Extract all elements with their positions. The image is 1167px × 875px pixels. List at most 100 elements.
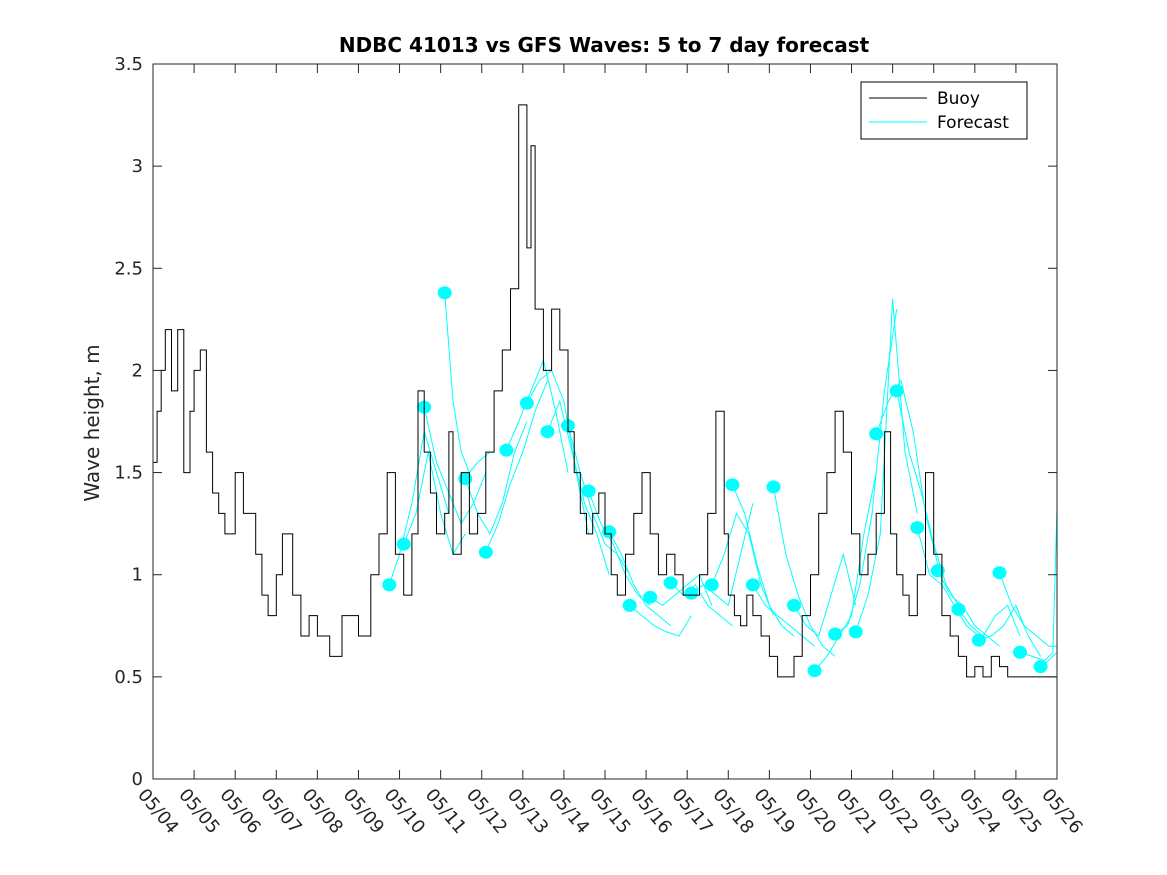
forecast-start-marker bbox=[643, 590, 658, 604]
forecast-start-marker bbox=[889, 384, 904, 398]
forecast-start-marker bbox=[684, 586, 699, 600]
forecast-start-marker bbox=[971, 633, 986, 647]
forecast-start-marker bbox=[848, 625, 863, 639]
forecast-start-marker bbox=[581, 484, 596, 498]
x-tick-label: 05/25 bbox=[996, 785, 1045, 838]
forecast-start-marker bbox=[478, 545, 493, 559]
forecast-run-line bbox=[731, 484, 795, 637]
forecast-run-line bbox=[629, 605, 692, 637]
forecast-start-marker bbox=[930, 564, 945, 578]
forecast-run-line bbox=[691, 503, 754, 607]
x-tick-label: 05/06 bbox=[215, 785, 264, 838]
forecast-run-line bbox=[999, 572, 1057, 647]
x-tick-label: 05/13 bbox=[503, 785, 552, 838]
y-tick-label: 3.5 bbox=[114, 54, 143, 75]
forecast-run-line bbox=[403, 452, 466, 556]
forecast-start-marker bbox=[869, 427, 884, 441]
forecast-run-line bbox=[834, 309, 898, 635]
forecast-start-marker bbox=[1013, 645, 1027, 659]
x-tick-label: 05/15 bbox=[585, 785, 634, 838]
forecast-start-marker bbox=[951, 602, 966, 616]
forecast-run-line bbox=[958, 604, 1021, 637]
x-tick-label: 05/20 bbox=[791, 785, 840, 838]
forecast-start-marker bbox=[602, 525, 617, 539]
series-layer bbox=[153, 104, 1057, 678]
forecast-run-line bbox=[711, 512, 774, 616]
x-tick-label: 05/16 bbox=[626, 785, 675, 838]
forecast-run-line bbox=[937, 570, 1000, 647]
forecast-run-line bbox=[588, 490, 651, 606]
y-tick-label: 2 bbox=[132, 360, 143, 381]
x-tick-label: 05/23 bbox=[914, 785, 963, 838]
forecast-run-line bbox=[752, 584, 815, 647]
forecast-start-marker bbox=[458, 472, 473, 486]
forecast-run-line bbox=[875, 379, 939, 565]
x-tick-label: 05/17 bbox=[667, 785, 716, 838]
axes-layer: 00.511.522.533.505/0405/0505/0605/0705/0… bbox=[114, 54, 1086, 838]
forecast-start-marker bbox=[787, 598, 801, 612]
forecast-run-line bbox=[444, 292, 491, 474]
y-axis-label: Wave height, m bbox=[80, 344, 104, 501]
x-tick-label: 05/10 bbox=[380, 785, 429, 838]
x-tick-label: 05/22 bbox=[873, 785, 922, 838]
forecast-start-marker bbox=[766, 480, 781, 494]
forecast-start-marker bbox=[382, 578, 397, 592]
y-tick-label: 1 bbox=[132, 565, 143, 586]
forecast-run-line bbox=[773, 486, 836, 657]
forecast-run-line bbox=[567, 425, 631, 575]
forecast-run-line bbox=[670, 582, 733, 627]
y-tick-label: 2.5 bbox=[114, 258, 143, 279]
forecast-start-marker bbox=[992, 566, 1007, 580]
forecast-run-line bbox=[793, 552, 857, 637]
forecast-run-line bbox=[423, 407, 487, 525]
forecast-run-line bbox=[978, 604, 1042, 657]
y-tick-label: 1.5 bbox=[114, 463, 143, 484]
forecast-start-marker bbox=[910, 521, 925, 535]
forecast-run-line bbox=[649, 573, 713, 607]
forecast-start-marker bbox=[396, 537, 411, 551]
forecast-start-marker bbox=[540, 425, 555, 439]
forecast-start-marker bbox=[745, 578, 760, 592]
axes-frame bbox=[152, 63, 1058, 780]
forecast-start-marker bbox=[828, 627, 843, 641]
forecast-run-line bbox=[608, 531, 672, 627]
forecast-run-line bbox=[464, 421, 528, 536]
legend: Buoy Forecast bbox=[860, 81, 1028, 140]
x-tick-label: 05/08 bbox=[298, 785, 347, 838]
forecast-start-marker bbox=[725, 478, 740, 492]
x-tick-label: 05/12 bbox=[462, 785, 511, 838]
x-tick-label: 05/21 bbox=[832, 785, 881, 838]
buoy-line bbox=[153, 104, 1057, 678]
y-tick-label: 3 bbox=[132, 156, 143, 177]
forecast-run-line bbox=[547, 399, 610, 575]
forecast-start-marker bbox=[437, 286, 452, 300]
forecast-start-marker bbox=[1033, 660, 1048, 674]
forecast-start-marker bbox=[704, 578, 719, 592]
forecast-run-line bbox=[1019, 507, 1057, 662]
forecast-run-line bbox=[916, 527, 980, 637]
x-tick-label: 05/19 bbox=[750, 785, 799, 838]
forecast-run-line bbox=[526, 369, 590, 534]
forecast-start-marker bbox=[519, 396, 534, 410]
forecast-run-line bbox=[814, 472, 877, 672]
forecast-start-marker bbox=[807, 664, 822, 678]
forecast-start-marker bbox=[663, 576, 678, 590]
x-tick-label: 05/09 bbox=[339, 785, 388, 838]
forecast-run-line bbox=[485, 380, 548, 553]
forecast-start-marker bbox=[499, 443, 514, 457]
y-tick-label: 0.5 bbox=[114, 667, 143, 688]
x-tick-label: 05/07 bbox=[256, 785, 305, 838]
y-tick-label: 0 bbox=[132, 769, 143, 790]
forecast-run-line bbox=[855, 298, 918, 633]
x-tick-label: 05/18 bbox=[708, 785, 757, 838]
x-tick-label: 05/14 bbox=[544, 785, 593, 838]
chart-title: NDBC 41013 vs GFS Waves: 5 to 7 day fore… bbox=[339, 33, 870, 57]
legend-forecast-label: Forecast bbox=[937, 113, 1009, 133]
x-tick-label: 05/05 bbox=[174, 785, 223, 838]
forecast-run-line bbox=[896, 390, 959, 606]
legend-box bbox=[860, 81, 1028, 140]
x-tick-label: 05/04 bbox=[133, 785, 182, 838]
x-tick-label: 05/24 bbox=[955, 785, 1004, 838]
x-tick-label: 05/26 bbox=[1037, 785, 1086, 838]
